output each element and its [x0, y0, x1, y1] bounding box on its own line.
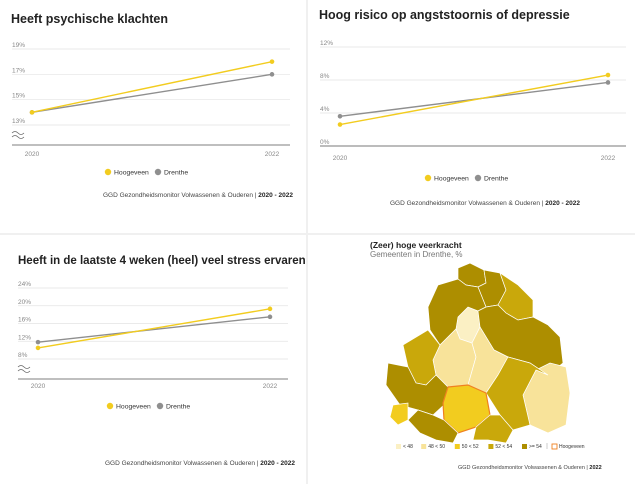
data-point-hoogeveen[interactable]: [35, 345, 41, 351]
line-chart-svg: 19% 17% 15% 13% 2020 2022 Hoogeveen Drenthe: [11, 42, 290, 176]
x-tick-label: 2020: [333, 155, 348, 162]
legend-label: Hoogeveen: [116, 403, 151, 410]
data-point-drenthe[interactable]: [605, 80, 611, 85]
legend-label: 48 < 50: [428, 444, 445, 450]
x-tick-label: 2020: [31, 383, 46, 390]
legend-highlight-label: Hoogeveen: [559, 444, 585, 450]
series-line-drenthe: [37, 316, 271, 343]
legend-label: 52 < 54: [495, 444, 512, 450]
y-tick-label: 20%: [18, 299, 31, 306]
x-tick-label: 2020: [25, 151, 40, 158]
y-tick-label: 24%: [18, 281, 31, 288]
chart-title: Heeft psychische klachten: [11, 12, 169, 26]
axis-break-icon: [11, 131, 25, 139]
y-tick-label: 12%: [320, 40, 333, 47]
map-source: GGD Gezondheidsmonitor Volwassenen & Oud…: [458, 465, 602, 471]
legend-marker: [154, 168, 162, 176]
chart-panel-psychische-klachten: Heeft psychische klachten 19% 17% 15% 13% 20…: [0, 0, 306, 233]
source-text: GGD Gezondheidsmonitor Volwassenen & Oud…: [458, 465, 585, 471]
legend-swatch: [488, 444, 494, 449]
legend-label: Hoogeveen: [434, 175, 469, 182]
legend-marker: [106, 402, 114, 410]
data-point-hoogeveen[interactable]: [337, 122, 343, 127]
chart-title: Heeft in de laatste 4 weken (heel) veel …: [18, 255, 306, 267]
chart-source: GGD Gezondheidsmonitor Volwassenen & Oud…: [103, 192, 293, 199]
y-tick-label: 8%: [18, 352, 28, 359]
legend-swatch: [421, 444, 427, 449]
line-chart-svg: 12% 8% 4% 0% 2020 2022 Hoogeveen Drenthe: [320, 40, 626, 182]
chart-source: GGD Gezondheidsmonitor Volwassenen & Oud…: [390, 200, 580, 207]
y-tick-label: 13%: [12, 118, 25, 125]
region-zuid[interactable]: [407, 409, 459, 444]
legend-label: Drenthe: [164, 169, 188, 176]
line-chart-svg: 24% 20% 16% 12% 8% 2020 2022 Hoogeveen Drenthe: [17, 281, 288, 410]
data-point-drenthe[interactable]: [35, 339, 41, 345]
y-tick-label: 19%: [12, 42, 25, 49]
data-point-hoogeveen[interactable]: [605, 72, 611, 78]
legend-swatch: [522, 444, 527, 449]
data-point-drenthe[interactable]: [267, 314, 273, 320]
source-text: GGD Gezondheidsmonitor Volwassenen & Oud…: [390, 200, 540, 207]
legend-label: >= 54: [529, 444, 542, 450]
x-tick-label: 2022: [601, 155, 616, 162]
drenthe-map-svg: < 48 48 < 50 50 < 52 52 < 54 >= 54 Hoogeveen: [385, 262, 585, 450]
region-zuid-oost[interactable]: [485, 356, 549, 431]
series-line-drenthe: [31, 73, 273, 114]
y-tick-label: 12%: [18, 334, 31, 341]
municipality-regions: [385, 262, 571, 444]
map-legend: < 48 48 < 50 50 < 52 52 < 54 >= 54 Hoogeveen: [396, 443, 585, 450]
legend-swatch: [396, 444, 401, 449]
data-point-hoogeveen[interactable]: [267, 306, 273, 312]
region-zuid-midden[interactable]: [472, 414, 514, 444]
y-tick-label: 4%: [320, 106, 330, 113]
legend-label: < 48: [403, 444, 413, 450]
legend-label: Hoogeveen: [114, 169, 149, 176]
series-line-hoogeveen: [31, 60, 273, 114]
series-line-hoogeveen: [37, 308, 271, 349]
y-tick-label: 0%: [320, 139, 330, 146]
x-tick-label: 2022: [263, 383, 278, 390]
legend-label: Drenthe: [166, 403, 190, 410]
y-tick-label: 17%: [12, 67, 25, 74]
chart-source: GGD Gezondheidsmonitor Volwassenen & Oud…: [105, 460, 295, 467]
legend-swatch: [454, 444, 460, 449]
data-point-drenthe[interactable]: [337, 114, 343, 119]
legend-label: Drenthe: [484, 175, 508, 182]
chart-title: Hoog risico op angststoornis of depressi…: [319, 8, 570, 22]
data-point-drenthe[interactable]: [269, 72, 275, 77]
data-point-hoogeveen[interactable]: [269, 59, 275, 64]
data-point-hoogeveen[interactable]: [29, 110, 35, 115]
chart-panel-stress: Heeft in de laatste 4 weken (heel) veel …: [0, 235, 306, 484]
y-tick-label: 15%: [12, 93, 25, 100]
y-tick-label: 16%: [18, 317, 31, 324]
source-text: GGD Gezondheidsmonitor Volwassenen & Oud…: [105, 460, 255, 467]
legend-marker: [474, 174, 482, 182]
legend-marker: [104, 168, 112, 176]
legend-marker: [156, 402, 164, 410]
region-west-noord[interactable]: [427, 278, 487, 346]
source-text: GGD Gezondheidsmonitor Volwassenen & Oud…: [103, 192, 253, 199]
source-years: 2020 - 2022: [260, 460, 295, 467]
map-title: (Zeer) hoge veerkracht: [370, 240, 462, 250]
source-years: 2020 - 2022: [258, 192, 293, 199]
legend-highlight-swatch: [551, 443, 558, 450]
source-years: 2022: [589, 465, 602, 471]
region-zuid-west-klein[interactable]: [389, 402, 409, 426]
map-panel-veerkracht: (Zeer) hoge veerkracht Gemeenten in Dren…: [308, 235, 635, 484]
y-tick-label: 8%: [320, 73, 330, 80]
chart-panel-angststoornis-depressie: Hoog risico op angststoornis of depressi…: [308, 0, 635, 233]
legend-label: 50 < 52: [462, 444, 479, 450]
legend-marker: [424, 174, 432, 182]
axis-break-icon: [17, 365, 31, 373]
series-line-hoogeveen: [339, 74, 609, 126]
x-tick-label: 2022: [265, 151, 280, 158]
source-years: 2020 - 2022: [545, 200, 580, 207]
map-subtitle: Gemeenten in Drenthe, %: [370, 250, 463, 259]
